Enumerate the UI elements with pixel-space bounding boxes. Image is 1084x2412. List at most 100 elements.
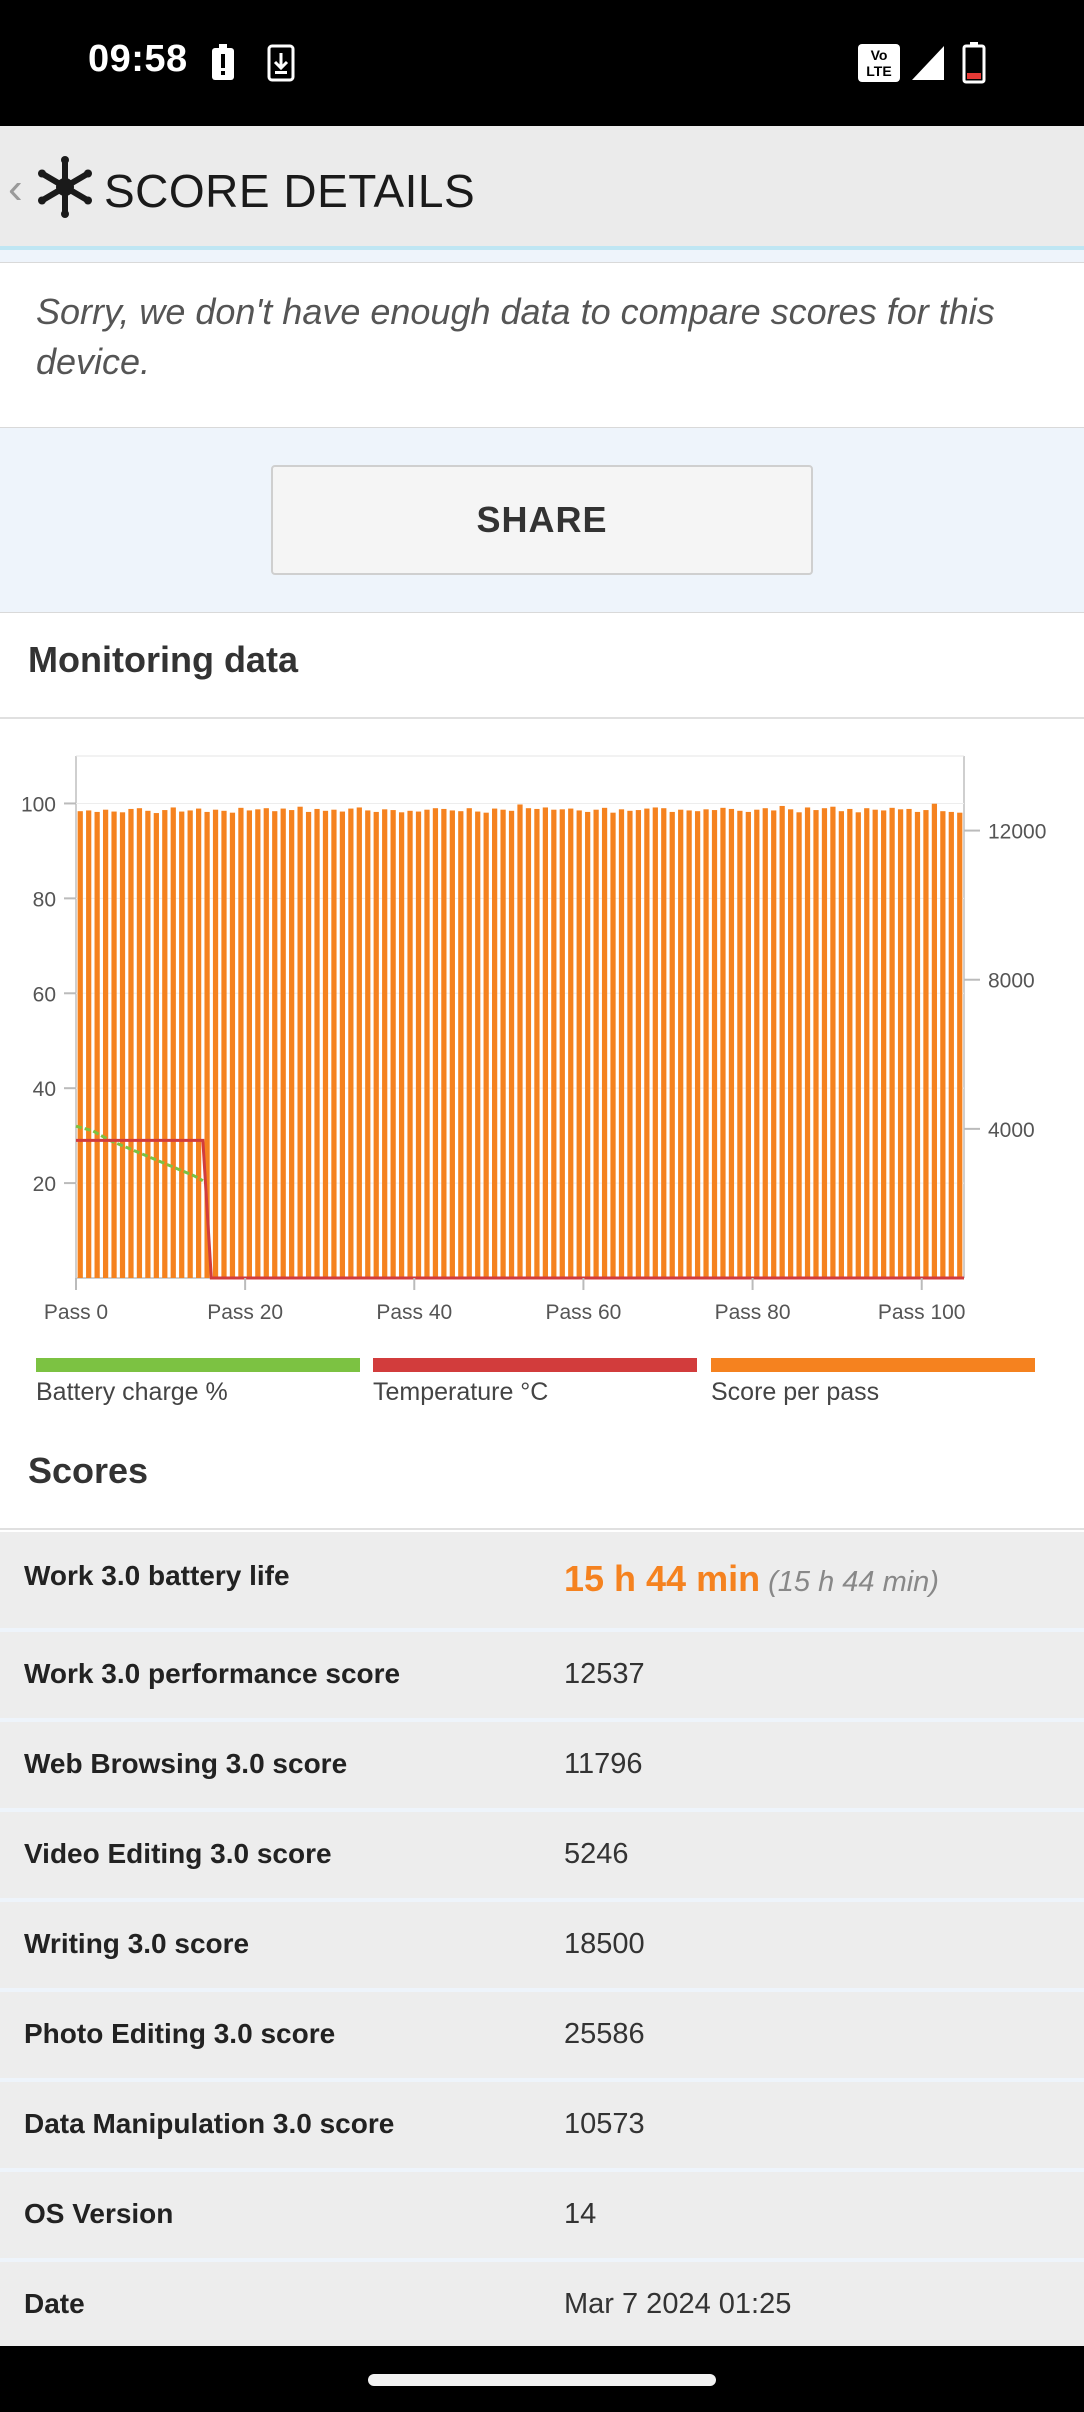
score-bar	[610, 812, 616, 1278]
x-tick-label: Pass 40	[376, 1301, 452, 1324]
score-bar	[466, 808, 472, 1278]
monitoring-title: Monitoring data	[0, 613, 1084, 719]
score-bar	[289, 810, 295, 1278]
legend-item-battery: Battery charge %	[36, 1358, 360, 1407]
score-bar	[441, 808, 447, 1278]
score-bar	[914, 811, 921, 1278]
y-left-tick-label: 80	[33, 888, 56, 911]
score-bar	[957, 812, 963, 1278]
row-label: Photo Editing 3.0 score	[24, 2018, 336, 2049]
score-bar	[720, 807, 726, 1278]
score-bar	[424, 809, 430, 1278]
y-left-tick-label: 60	[33, 983, 56, 1006]
score-bar	[652, 807, 658, 1278]
score-bar	[280, 808, 286, 1278]
compare-notice-card: Sorry, we don't have enough data to comp…	[0, 262, 1084, 428]
score-bar	[475, 811, 481, 1278]
score-bar	[339, 811, 346, 1278]
status-time: 09:58	[88, 38, 188, 80]
score-bar	[889, 807, 895, 1278]
score-bar	[855, 812, 861, 1278]
score-bar	[847, 808, 853, 1278]
score-bar	[872, 809, 878, 1278]
signal-icon	[912, 46, 944, 80]
score-bar	[136, 808, 143, 1278]
score-bar	[923, 810, 929, 1278]
score-bar	[534, 808, 540, 1278]
table-row: Photo Editing 3.0 score 25586	[0, 1992, 1084, 2078]
score-bar	[711, 810, 718, 1278]
x-tick-label: Pass 0	[44, 1301, 108, 1324]
score-bar	[238, 807, 244, 1278]
back-button[interactable]: ‹	[8, 164, 23, 213]
score-bar	[356, 807, 362, 1278]
score-bar	[551, 809, 557, 1278]
score-bar	[449, 810, 455, 1278]
score-bar	[458, 811, 464, 1278]
legend-label-temperature: Temperature °C	[373, 1378, 549, 1406]
score-bar	[322, 810, 329, 1278]
score-bar	[788, 809, 794, 1278]
y-right-tick-label: 12000	[988, 821, 1046, 844]
battery-charge-line	[75, 1124, 204, 1183]
score-bar	[314, 808, 320, 1278]
score-bar	[272, 811, 278, 1278]
score-bar	[77, 811, 83, 1278]
home-gesture-handle[interactable]	[368, 2374, 716, 2386]
score-bar	[779, 805, 785, 1278]
row-value: 11796	[564, 1748, 643, 1780]
legend-label-battery: Battery charge %	[36, 1378, 228, 1406]
legend-swatch-score	[711, 1358, 1035, 1372]
row-value: 25586	[564, 2018, 645, 2050]
score-bar	[382, 809, 388, 1278]
row-label: Web Browsing 3.0 score	[24, 1748, 348, 1779]
score-bar	[576, 810, 582, 1278]
score-bar	[585, 811, 591, 1278]
table-row: Date Mar 7 2024 01:25	[0, 2262, 1084, 2348]
table-row: Work 3.0 performance score 12537	[0, 1632, 1084, 1718]
row-label: Data Manipulation 3.0 score	[24, 2108, 395, 2139]
score-bar	[508, 810, 515, 1278]
score-bar	[694, 811, 701, 1278]
table-row: OS Version 14	[0, 2172, 1084, 2258]
score-bar	[593, 809, 599, 1278]
score-bar	[153, 813, 159, 1278]
score-bar	[821, 808, 828, 1278]
temperature-line	[76, 1138, 964, 1280]
score-bar	[813, 810, 819, 1278]
score-bar	[119, 812, 126, 1278]
score-bar	[170, 807, 176, 1278]
score-bar	[881, 810, 887, 1278]
share-button[interactable]: SHARE	[271, 465, 813, 575]
score-bar	[627, 810, 633, 1278]
x-tick-label: Pass 60	[545, 1301, 621, 1324]
compare-notice-text: Sorry, we don't have enough data to comp…	[36, 291, 995, 382]
score-bar	[771, 810, 777, 1278]
score-bar	[703, 809, 709, 1278]
score-bar	[762, 808, 768, 1278]
score-bar	[618, 809, 625, 1278]
score-bar	[517, 804, 523, 1278]
battery-low-icon	[962, 42, 986, 84]
table-row: Work 3.0 battery life 15 h 44 min (15 h 4…	[0, 1532, 1084, 1628]
score-bar	[187, 810, 193, 1278]
legend-swatch-temperature	[373, 1358, 697, 1372]
score-bar	[931, 803, 938, 1278]
scores-divider	[0, 1528, 1084, 1530]
monitoring-chart: 20 40 60 80 100 4000 8000 12000 Pass 0 Pass 20 Pas…	[21, 755, 1046, 1324]
score-bar	[305, 811, 312, 1278]
score-bar	[212, 809, 219, 1278]
score-bar	[255, 809, 261, 1278]
score-bar	[398, 812, 405, 1278]
volte-icon: Vo LTE	[858, 44, 900, 82]
row-label: Work 3.0 performance score	[24, 1658, 401, 1689]
x-tick-label: Pass 80	[715, 1301, 791, 1324]
score-bar	[686, 810, 692, 1278]
table-row: Web Browsing 3.0 score 11796	[0, 1722, 1084, 1808]
score-bar	[94, 811, 100, 1278]
score-bar	[864, 808, 870, 1278]
score-bar	[838, 811, 844, 1278]
row-label: OS Version	[24, 2198, 174, 2229]
score-bar	[754, 809, 760, 1278]
download-icon	[267, 44, 295, 82]
